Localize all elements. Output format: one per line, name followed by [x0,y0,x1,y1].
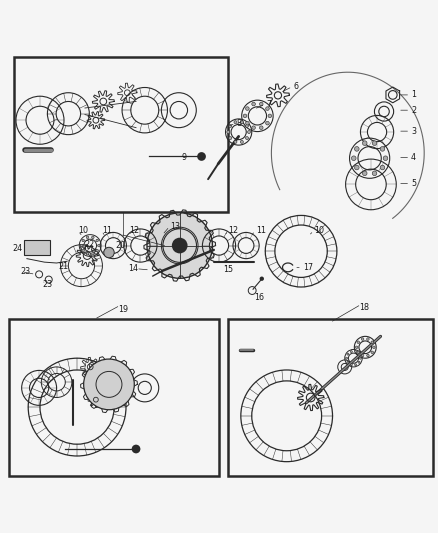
Circle shape [351,156,356,160]
Text: 3: 3 [411,127,416,136]
Circle shape [357,351,360,353]
Circle shape [92,253,94,255]
Circle shape [132,445,141,454]
Text: 12: 12 [129,226,139,235]
Circle shape [246,124,248,127]
Text: 4: 4 [411,153,416,162]
Circle shape [359,357,361,359]
Circle shape [372,141,377,146]
Circle shape [86,236,89,239]
Circle shape [98,244,100,247]
Circle shape [371,341,374,343]
Circle shape [347,361,349,364]
Circle shape [367,354,369,357]
Text: 21: 21 [58,262,68,271]
Circle shape [234,140,237,143]
Circle shape [354,147,359,151]
Text: 24: 24 [12,244,22,253]
Text: 22: 22 [85,240,95,249]
Circle shape [197,152,206,161]
Circle shape [347,353,349,355]
Circle shape [104,247,114,258]
Circle shape [80,244,83,247]
Circle shape [259,102,263,106]
Circle shape [96,249,99,252]
Circle shape [227,131,230,134]
Bar [228,319,433,476]
Circle shape [355,351,357,353]
Bar [14,57,228,212]
Text: 1: 1 [411,91,416,100]
Circle shape [252,102,255,106]
Text: 20: 20 [115,241,125,250]
Circle shape [362,171,367,175]
Bar [10,319,219,476]
Circle shape [234,120,237,124]
Text: 5: 5 [411,179,416,188]
Circle shape [247,131,251,134]
Circle shape [86,253,89,255]
Circle shape [383,156,388,160]
Text: 10: 10 [78,226,88,235]
Text: 17: 17 [303,263,313,272]
Text: 18: 18 [359,303,369,312]
Circle shape [357,341,360,343]
Circle shape [259,126,263,130]
Circle shape [380,147,385,151]
Text: 2: 2 [411,106,416,115]
Circle shape [92,236,94,239]
Text: 15: 15 [223,264,233,273]
Circle shape [240,140,244,143]
Circle shape [361,354,364,357]
Text: 11: 11 [256,226,266,235]
Circle shape [266,122,269,125]
Text: 23: 23 [42,280,52,289]
Circle shape [147,213,212,278]
Circle shape [240,120,244,124]
Circle shape [350,364,352,366]
Circle shape [266,107,269,110]
Circle shape [362,141,367,146]
Circle shape [84,359,134,410]
Circle shape [246,122,249,125]
Circle shape [229,136,232,140]
Circle shape [82,239,85,242]
Text: 23: 23 [20,267,31,276]
Circle shape [246,107,249,110]
Circle shape [355,346,358,349]
Circle shape [229,124,232,127]
FancyBboxPatch shape [24,240,49,255]
Text: 13: 13 [170,222,180,231]
Circle shape [172,238,187,253]
Circle shape [260,277,264,281]
Circle shape [380,165,385,170]
Circle shape [358,361,360,364]
Circle shape [346,357,348,359]
Text: 12: 12 [229,226,239,235]
Circle shape [252,126,255,130]
Circle shape [246,136,248,140]
Text: 16: 16 [254,293,264,302]
Circle shape [361,338,364,341]
Circle shape [82,249,85,252]
Text: 9: 9 [181,153,187,162]
Circle shape [268,114,272,118]
Circle shape [354,165,359,170]
Circle shape [358,353,360,355]
Text: 8: 8 [237,119,241,128]
Text: 14: 14 [128,264,138,273]
Circle shape [243,114,247,118]
Text: 10: 10 [314,226,324,235]
Text: 6: 6 [293,82,298,91]
Circle shape [96,239,99,242]
Text: 19: 19 [118,305,128,314]
Circle shape [372,171,377,175]
Circle shape [350,351,352,353]
Text: 11: 11 [102,226,112,235]
Circle shape [367,338,369,341]
Circle shape [371,351,374,353]
Text: 7: 7 [266,100,271,109]
Circle shape [355,364,357,366]
Circle shape [373,346,375,349]
